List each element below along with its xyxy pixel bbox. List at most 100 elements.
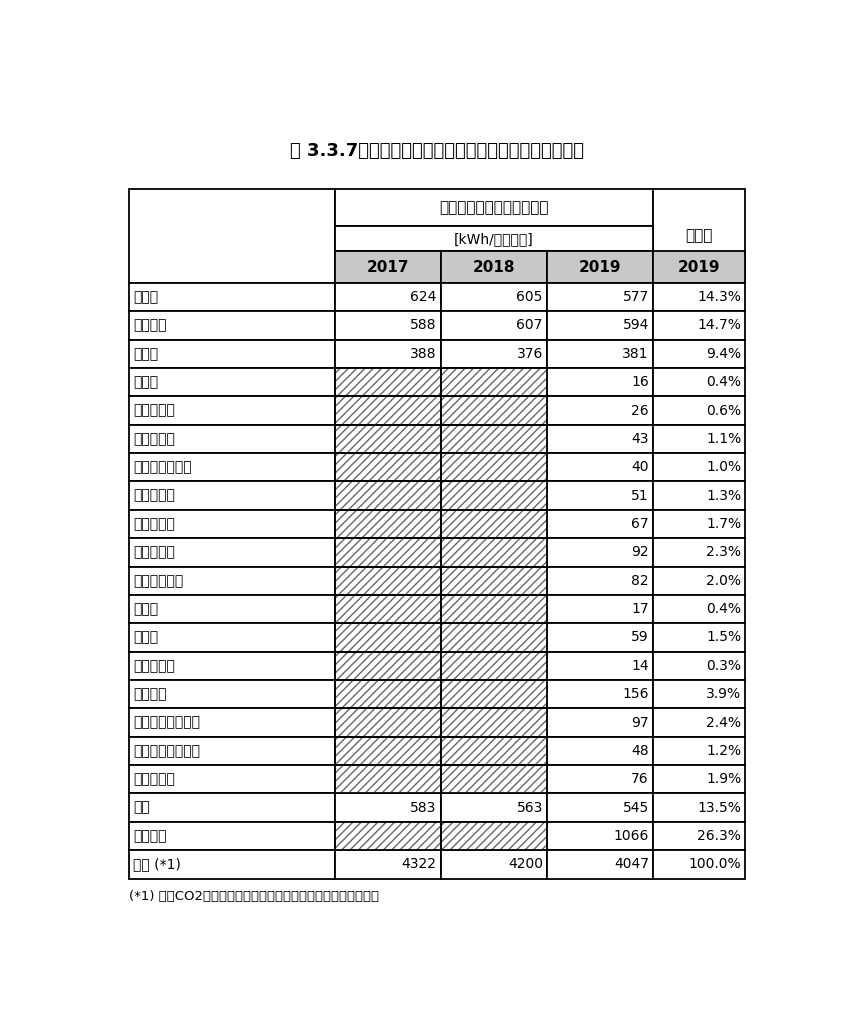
Text: 1.9%: 1.9% [706,773,741,786]
Bar [440,680,547,709]
Bar [335,188,653,226]
Bar [129,793,335,822]
Text: 26: 26 [632,403,649,417]
Bar [335,567,440,595]
Text: モデム・ルーター: モデム・ルーター [133,744,201,758]
Bar [440,539,547,567]
Text: 1.2%: 1.2% [706,744,741,758]
Text: 594: 594 [622,319,649,333]
Bar [547,312,653,340]
Text: 607: 607 [517,319,543,333]
Bar [440,539,547,567]
Text: 構成比: 構成比 [685,228,713,243]
Text: 563: 563 [517,801,543,814]
Text: 14: 14 [632,659,649,673]
Bar [335,453,440,482]
Bar [129,539,335,567]
Bar [440,482,547,510]
Bar [653,652,745,680]
Text: 2017: 2017 [366,260,409,275]
Bar [335,623,440,652]
Bar [335,510,440,539]
Text: 加湿器: 加湿器 [133,602,158,616]
Bar [653,680,745,709]
Bar [335,312,440,340]
Text: 376: 376 [517,347,543,360]
Bar [335,453,440,482]
Text: 2019: 2019 [677,260,720,275]
Bar [129,453,335,482]
Bar [335,539,440,567]
Text: 2.0%: 2.0% [706,574,741,587]
Text: 577: 577 [623,290,649,304]
Bar [440,453,547,482]
Bar [335,623,440,652]
Bar [547,850,653,879]
Bar [129,396,335,425]
Text: 40: 40 [632,460,649,474]
Bar [335,396,440,425]
Bar [547,766,653,793]
Bar [440,510,547,539]
Bar [335,510,440,539]
Bar [547,510,653,539]
Text: 電子レンジ: 電子レンジ [133,489,175,503]
Bar [335,652,440,680]
Bar [653,850,745,879]
Bar [440,453,547,482]
Bar [129,312,335,340]
Bar [547,567,653,595]
Bar [653,425,745,453]
Bar [129,340,335,367]
Bar [335,425,440,453]
Text: ビデオレコーダー: ビデオレコーダー [133,716,201,730]
Bar [129,367,335,396]
Text: 照明: 照明 [133,801,150,814]
Bar [653,367,745,396]
Bar [335,595,440,623]
Text: 76: 76 [632,773,649,786]
Bar [335,652,440,680]
Bar [335,680,440,709]
Bar [440,766,547,793]
Bar [335,396,440,425]
Bar [440,340,547,367]
Text: 545: 545 [623,801,649,814]
Bar [440,283,547,312]
Bar [129,709,335,737]
Text: 4322: 4322 [402,857,437,871]
Text: [kWh/世帯・年]: [kWh/世帯・年] [454,232,534,246]
Bar [335,340,440,367]
Bar [440,425,547,453]
Bar [129,652,335,680]
Text: 605: 605 [517,290,543,304]
Bar [440,367,547,396]
Bar [129,425,335,453]
Bar [335,425,440,453]
Text: 82: 82 [632,574,649,587]
Bar [440,251,547,283]
Bar [653,453,745,482]
Text: 食器洗い乾燥機: 食器洗い乾燥機 [133,460,192,474]
Text: 4047: 4047 [614,857,649,871]
Text: 388: 388 [411,347,437,360]
Bar [653,766,745,793]
Bar [440,425,547,453]
Bar [335,482,440,510]
Text: 48: 48 [632,744,649,758]
Text: 59: 59 [632,630,649,644]
Text: 冷蔵庫: 冷蔵庫 [133,290,158,304]
Bar [440,396,547,425]
Text: 0.6%: 0.6% [706,403,741,417]
Bar [547,822,653,850]
Text: 洗濯乾燥機: 洗濯乾燥機 [133,403,175,417]
Bar [440,482,547,510]
Bar [440,510,547,539]
Bar [653,283,745,312]
Text: 1.1%: 1.1% [706,432,741,446]
Bar [129,680,335,709]
Bar [335,539,440,567]
Bar [335,226,653,251]
Text: 0.3%: 0.3% [706,659,741,673]
Bar [547,482,653,510]
